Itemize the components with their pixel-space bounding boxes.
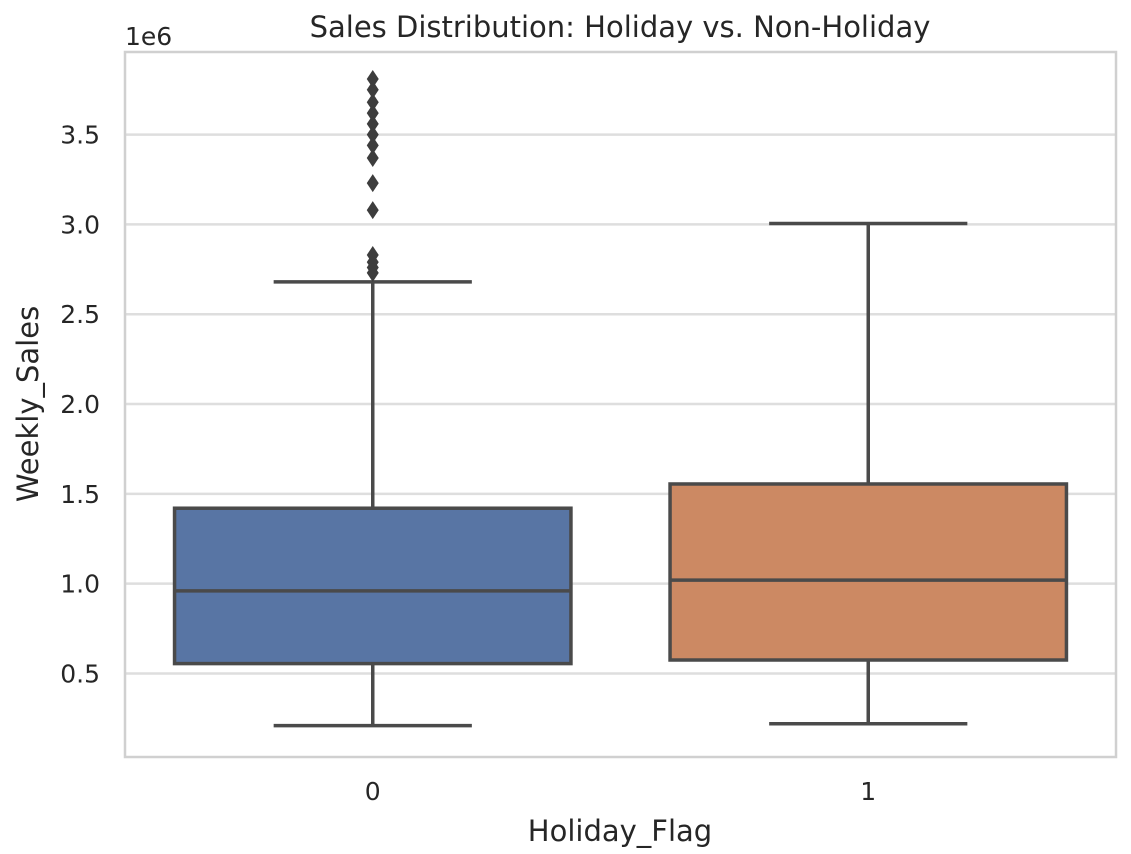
y-tick-label: 3.0 xyxy=(60,210,100,239)
y-axis-label: Weekly_Sales xyxy=(11,306,45,502)
iqr-box xyxy=(668,482,1069,662)
x-axis-label: Holiday_Flag xyxy=(528,814,712,848)
y-tick-label: 0.5 xyxy=(60,659,100,688)
box-groups xyxy=(172,69,1069,728)
iqr-box xyxy=(172,506,573,666)
box-group-0 xyxy=(172,69,573,728)
outlier-point xyxy=(366,104,379,123)
y-tick-labels: 0.5 1.0 1.5 2.0 2.5 3.0 3.5 xyxy=(60,121,100,689)
chart-title: Sales Distribution: Holiday vs. Non-Holi… xyxy=(310,10,931,44)
outlier-point xyxy=(366,114,379,133)
x-tick-label: 1 xyxy=(860,777,876,806)
y-tick-label: 2.0 xyxy=(60,390,100,419)
outlier-point xyxy=(366,69,379,88)
x-tick-label: 0 xyxy=(365,777,381,806)
y-tick-label: 1.5 xyxy=(60,480,100,509)
y-offset-label: 1e6 xyxy=(125,22,172,51)
outlier-point xyxy=(366,136,379,155)
y-tick-label: 1.0 xyxy=(60,570,100,599)
outlier-point xyxy=(366,201,379,220)
outlier-point xyxy=(366,93,379,112)
y-tick-label: 3.5 xyxy=(60,121,100,150)
outlier-point xyxy=(366,148,379,167)
box-group-1 xyxy=(668,221,1069,726)
outlier-point xyxy=(366,245,379,264)
outlier-point xyxy=(366,80,379,99)
outlier-point xyxy=(366,125,379,144)
plot-frame xyxy=(123,50,1118,759)
outlier-point xyxy=(366,174,379,193)
y-tick-label: 2.5 xyxy=(60,300,100,329)
